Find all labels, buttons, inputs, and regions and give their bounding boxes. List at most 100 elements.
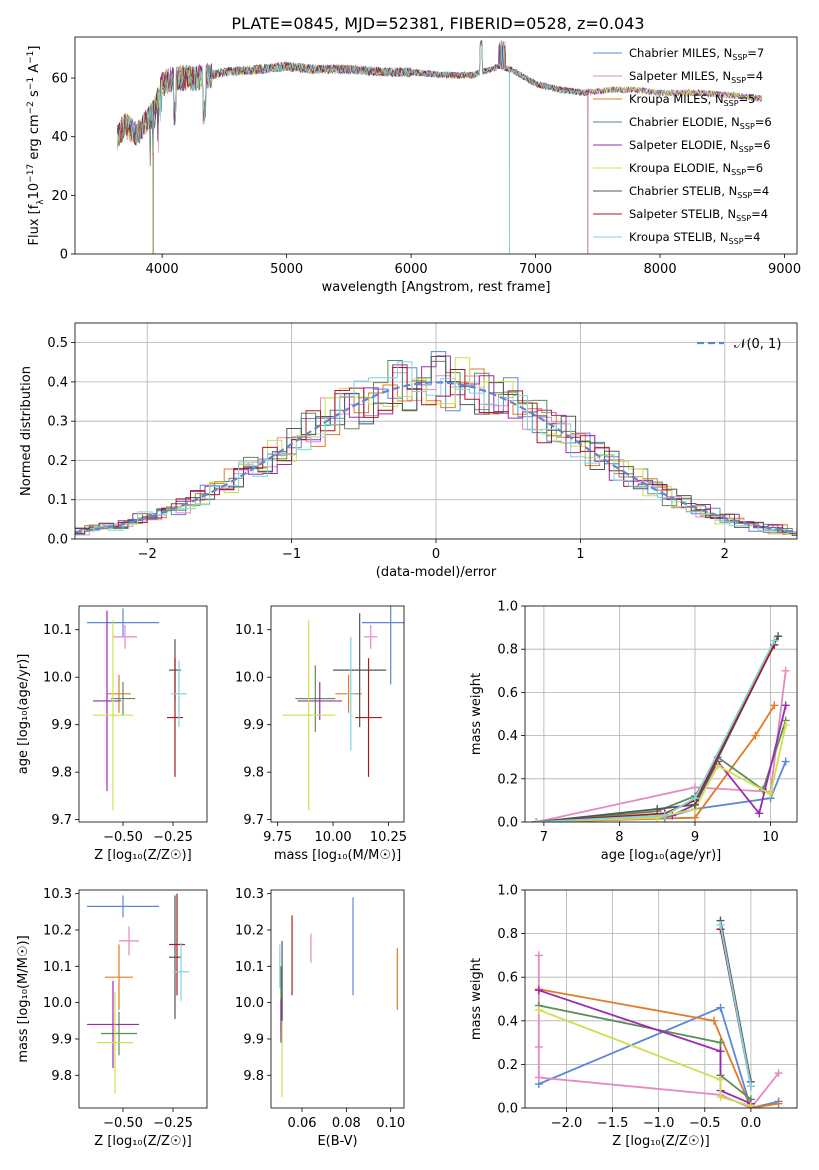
x-axis-label: age [log₁₀(age/yr)] bbox=[601, 848, 722, 863]
x-tick-label: 9.75 bbox=[263, 830, 292, 845]
series-line-kroupa_miles bbox=[538, 988, 779, 1108]
plot-area bbox=[282, 606, 404, 811]
series-line-kroupa_elodie bbox=[538, 1009, 752, 1107]
x-tick-label: 10.25 bbox=[370, 830, 407, 845]
marker-chabrier_miles bbox=[781, 757, 790, 766]
marker-kroupa_miles bbox=[710, 1016, 719, 1025]
y-tick-label: 0.2 bbox=[47, 454, 68, 469]
marker-salpeter_elodie bbox=[755, 809, 764, 818]
y-tick-label: 10.0 bbox=[235, 996, 264, 1011]
x-axis-label: E(B-V) bbox=[317, 1134, 357, 1149]
marker-kroupa_elodie bbox=[781, 720, 790, 729]
axes-frame bbox=[524, 605, 798, 823]
marker-kroupa_elodie bbox=[716, 1075, 725, 1084]
x-tick-label: 5000 bbox=[270, 262, 303, 277]
legend-entry-kroupa_stelib: Kroupa STELIB, NSSP=4 bbox=[629, 230, 760, 246]
x-tick-label: 0.10 bbox=[376, 1116, 405, 1131]
marker-kroupa_elodie bbox=[766, 789, 775, 798]
series-line-chabrier_miles bbox=[538, 1006, 779, 1108]
x-tick-label: −0.50 bbox=[103, 1116, 143, 1131]
plot-area bbox=[87, 608, 187, 811]
marker-salpeter_miles bbox=[774, 1069, 783, 1078]
x-tick-label: 0.0 bbox=[741, 1116, 762, 1131]
y-tick-label: 10.1 bbox=[43, 960, 72, 975]
x-axis-label: (data-model)/error bbox=[376, 565, 497, 580]
y-tick-label: 10.0 bbox=[235, 671, 264, 686]
marker-kroupa_miles bbox=[774, 1099, 783, 1108]
marker-salpeter_miles bbox=[534, 1073, 543, 1082]
marker-kroupa_stelib bbox=[770, 636, 779, 645]
series-line-kroupa_miles bbox=[536, 704, 776, 822]
legend-entry-gaussian: 𝒩(0, 1) bbox=[734, 337, 781, 352]
marker-kroupa_miles bbox=[691, 813, 699, 822]
axes-frame bbox=[270, 605, 405, 823]
y-tick-label: 20 bbox=[51, 189, 68, 204]
x-tick-label: −1 bbox=[282, 547, 301, 562]
spectrum-legend: Chabrier MILES, NSSP=7 Salpeter MILES, NS… bbox=[593, 46, 772, 246]
marker-salpeter_miles bbox=[534, 1042, 543, 1051]
marker-kroupa_stelib bbox=[691, 794, 699, 803]
histogram-kroupa_stelib bbox=[75, 361, 797, 533]
figure-title: PLATE=0845, MJD=52381, FIBERID=0528, z=0… bbox=[231, 14, 644, 33]
series-line-salpeter_miles bbox=[537, 955, 780, 1108]
legend-entry-kroupa_miles: Kroupa MILES, NSSP=5 bbox=[629, 92, 755, 108]
x-tick-label: 9000 bbox=[768, 262, 801, 277]
marker-kroupa_miles bbox=[770, 701, 779, 710]
marker-kroupa_stelib bbox=[746, 1082, 755, 1091]
marker-salpeter_miles bbox=[534, 951, 543, 960]
y-axis-label: age [log₁₀(age/yr)] bbox=[16, 654, 31, 775]
legend-entry-chabrier_stelib: Chabrier STELIB, NSSP=4 bbox=[629, 184, 769, 200]
x-tick-label: −2 bbox=[138, 547, 157, 562]
plot-area bbox=[279, 897, 398, 1098]
y-tick-label: 9.8 bbox=[243, 1069, 264, 1084]
y-tick-label: 0.0 bbox=[497, 1102, 518, 1117]
x-tick-label: 7 bbox=[540, 830, 548, 845]
y-tick-label: 0.5 bbox=[47, 336, 68, 351]
series-line-salpeter_elodie bbox=[538, 989, 752, 1105]
x-axis-label: wavelength [Angstrom, rest frame] bbox=[322, 280, 551, 295]
series-line-chabrier_stelib bbox=[536, 635, 779, 822]
marker-chabrier_stelib bbox=[774, 632, 783, 641]
y-tick-label: 10.0 bbox=[43, 671, 72, 686]
x-tick-label: 8 bbox=[615, 830, 623, 845]
y-axis-label: mass weight bbox=[469, 673, 484, 755]
y-tick-label: 9.8 bbox=[51, 766, 72, 781]
y-tick-label: 0.1 bbox=[47, 493, 68, 508]
panel-mass_vs_ebv: 0.06 0.08 0.10 9.8 9.9 10.0 10.1 10.2 10.3 E(B-V) bbox=[235, 887, 405, 1149]
x-axis-label: Z [log₁₀(Z/Z☉)] bbox=[94, 848, 191, 863]
marker-chabrier_miles bbox=[716, 1003, 725, 1012]
axes-frame bbox=[270, 889, 405, 1109]
plot-area bbox=[117, 39, 763, 254]
panel-residuals: −2 −1 0 1 2 0.0 0.1 0.2 0.3 0.4 0.5 (data-model)/er… bbox=[19, 322, 798, 580]
legend-entry-chabrier_elodie: Chabrier ELODIE, NSSP=6 bbox=[629, 115, 772, 131]
x-tick-label: 6000 bbox=[395, 262, 428, 277]
marker-kroupa_elodie bbox=[716, 1093, 725, 1102]
x-axis-label: Z [log₁₀(Z/Z☉)] bbox=[612, 1134, 709, 1149]
y-tick-label: 9.9 bbox=[51, 1032, 72, 1047]
y-tick-label: 10.2 bbox=[235, 923, 264, 938]
x-tick-label: 9 bbox=[691, 830, 699, 845]
y-tick-label: 9.7 bbox=[243, 813, 264, 828]
series-line-kroupa_elodie bbox=[536, 724, 787, 822]
marker-salpeter_miles bbox=[781, 666, 790, 675]
y-tick-label: 0.3 bbox=[47, 415, 68, 430]
marker-kroupa_miles bbox=[751, 731, 760, 740]
x-tick-label: −0.50 bbox=[103, 830, 143, 845]
y-axis-label: Flux [fλ10−17 erg cm−2 s−1 A−1] bbox=[26, 46, 46, 246]
y-tick-label: 40 bbox=[51, 130, 68, 145]
marker-salpeter_elodie bbox=[716, 1047, 725, 1056]
plot-area bbox=[87, 893, 189, 1094]
series-line-kroupa_stelib bbox=[536, 640, 776, 822]
marker-chabrier_elodie bbox=[716, 1038, 725, 1047]
legend-entry-salpeter_stelib: Salpeter STELIB, NSSP=4 bbox=[629, 207, 768, 223]
panel-mass_vs_z: −0.50 −0.25 9.8 9.9 10.0 10.1 10.2 10.3 Z [log₁₀… bbox=[16, 887, 208, 1149]
y-tick-label: 0.0 bbox=[497, 816, 518, 831]
x-tick-label: −0.25 bbox=[153, 830, 193, 845]
x-tick-label: 0 bbox=[432, 547, 440, 562]
y-tick-label: 9.8 bbox=[51, 1069, 72, 1084]
axes-frame bbox=[78, 889, 208, 1109]
y-tick-label: 0 bbox=[60, 248, 68, 263]
y-axis-label: mass weight bbox=[469, 958, 484, 1040]
y-tick-label: 0.0 bbox=[47, 533, 68, 548]
axes-frame bbox=[524, 889, 798, 1109]
